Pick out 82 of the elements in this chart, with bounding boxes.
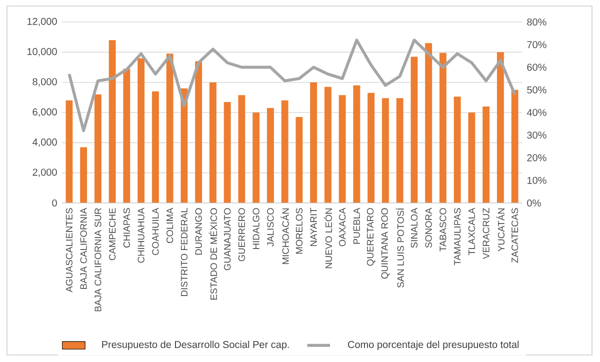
x-tick-label: HIDALGO xyxy=(252,208,260,249)
x-tick-label: GUANAJUATO xyxy=(224,208,231,270)
bar xyxy=(482,106,490,204)
x-tick-label: YUCATÁN xyxy=(496,208,505,252)
y-tick-label: 4,000 xyxy=(32,138,57,147)
bar xyxy=(454,96,461,204)
x-tick-label: COLIMA xyxy=(166,208,174,244)
bar xyxy=(368,92,375,204)
bar xyxy=(138,58,145,204)
y-tick-label: 12,000 xyxy=(27,18,57,26)
x-tick-label: NAYARIT xyxy=(310,208,317,246)
bar xyxy=(468,112,476,204)
y2-tick-label: 20% xyxy=(527,154,546,162)
x-tick-label: QUERETARO xyxy=(366,208,376,266)
y2-tick-label: 0% xyxy=(527,199,541,207)
x-tick-label: NUEVO LEÓN xyxy=(324,208,332,268)
bar xyxy=(281,100,288,204)
bar xyxy=(410,56,418,204)
bar xyxy=(266,108,274,204)
y2-tick-label: 80% xyxy=(527,18,546,26)
x-tick-label: JALISCO xyxy=(267,208,274,246)
bar xyxy=(123,68,130,204)
x-tick-label: CHIHUAHUA xyxy=(138,208,144,263)
y2-tick-label: 50% xyxy=(527,86,546,94)
x-tick-label: TAMAULIPAS xyxy=(454,208,461,266)
bar xyxy=(152,91,159,204)
legend-label: Como porcentaje del presupuesto total xyxy=(348,340,519,350)
x-tick-label: DURANGO xyxy=(195,208,202,255)
y-tick-label: 8,000 xyxy=(32,78,57,86)
bar xyxy=(252,112,260,204)
bar xyxy=(425,43,432,204)
y-tick-label: 10,000 xyxy=(27,48,57,56)
bar xyxy=(324,86,332,204)
bar xyxy=(195,61,202,204)
bar xyxy=(439,52,446,204)
y-tick-label: 0 xyxy=(52,199,57,207)
y2-tick-label: 30% xyxy=(527,132,546,139)
x-tick-label: SONORA xyxy=(425,208,432,248)
x-tick-label: AGUASCALIENTES xyxy=(66,208,72,292)
bar xyxy=(94,94,102,204)
x-tick-label: BAJA CALIFORNIA xyxy=(80,208,87,289)
x-tick-label: VERACRUZ xyxy=(482,208,490,260)
bar xyxy=(396,98,404,204)
x-tick-label: MORELOS xyxy=(296,208,302,254)
bar xyxy=(66,100,73,204)
bar xyxy=(338,95,346,204)
x-tick-label: QUINTANA ROO xyxy=(381,208,390,279)
bar xyxy=(224,102,231,204)
bar xyxy=(180,88,188,204)
x-tick-label: ESTADO DE MÉXICO xyxy=(208,208,218,300)
bar xyxy=(511,90,518,204)
y2-tick-label: 70% xyxy=(527,41,546,48)
x-tick-label: SINALOA xyxy=(410,208,418,248)
x-tick-label: CAMPECHE xyxy=(109,208,116,260)
bar xyxy=(108,40,116,204)
bar xyxy=(496,52,504,204)
x-tick-label: TABASCO xyxy=(440,208,446,252)
x-tick-label: OAXACA xyxy=(339,208,346,246)
y2-tick-label: 60% xyxy=(527,64,546,71)
y2-tick-label: 40% xyxy=(526,108,546,116)
x-tick-label: CHIAPAS xyxy=(123,208,130,248)
bar xyxy=(238,95,246,204)
bar xyxy=(209,82,216,204)
x-tick-label: ZACATECAS xyxy=(512,208,518,263)
x-tick-label: COAHUILA xyxy=(152,208,159,255)
x-tick-label: BAJA CALIFORNIA SUR xyxy=(94,208,102,312)
y-tick-label: 2,000 xyxy=(32,168,57,177)
bar xyxy=(166,54,174,204)
bar xyxy=(310,82,318,204)
legend-label: Presupuesto de Desarrollo Social Per cap. xyxy=(102,340,289,350)
bar xyxy=(80,147,88,204)
x-tick-label: PUEBLA xyxy=(353,208,360,244)
y-tick-label: 6,000 xyxy=(32,108,57,117)
bar xyxy=(382,98,389,204)
x-tick-label: SAN LUIS POTOSÍ xyxy=(396,208,404,288)
x-tick-label: TLAXCALA xyxy=(468,208,475,256)
x-tick-label: GUERRERO xyxy=(238,208,245,262)
y2-tick-label: 10% xyxy=(527,176,546,184)
bar xyxy=(353,85,360,204)
x-tick-label: MICHOACÁN xyxy=(280,208,289,264)
x-tick-label: DISTRITO FEDERAL xyxy=(180,208,188,296)
bar xyxy=(296,117,303,204)
